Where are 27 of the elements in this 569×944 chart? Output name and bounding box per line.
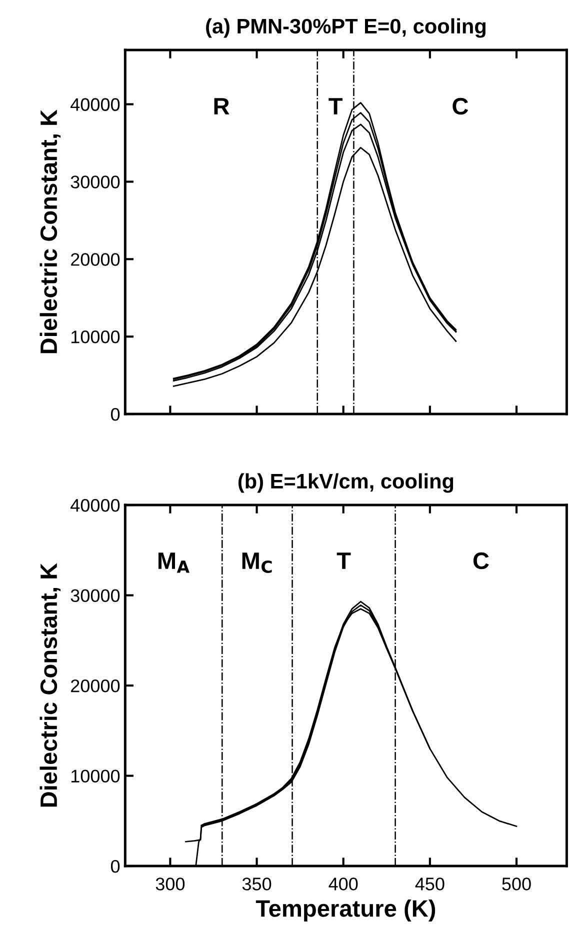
annotation: R: [214, 98, 230, 114]
y-axis-title: Dielectric Constant, K: [40, 110, 61, 354]
y-tick-label: 30000: [70, 176, 120, 188]
y-tick-label: 40000: [70, 98, 120, 111]
annotation: M$_{A}$: [158, 552, 190, 573]
y-tick-label: 20000: [71, 679, 120, 692]
annotation: C: [473, 552, 489, 570]
x-axis-title: Temperature (K): [256, 900, 436, 922]
chart-title: (a) PMN-30%PT E=0, cooling: [206, 18, 486, 38]
x-tick-label: 400: [328, 878, 358, 890]
x-tick-label: 500: [502, 878, 531, 890]
y-tick-label: 0: [110, 860, 120, 873]
annotation: T: [336, 552, 351, 569]
y-tick-label: 30000: [70, 589, 120, 602]
annotation: M$_{C}$: [242, 552, 272, 573]
y-axis-title: Dielectric Constant, K: [40, 563, 61, 807]
y-tick-label: 0: [110, 408, 120, 421]
y-tick-label: 20000: [71, 253, 120, 266]
x-tick-label: 450: [415, 878, 444, 890]
y-tick-label: 10000: [71, 770, 120, 782]
x-tick-label: 350: [242, 878, 272, 890]
chart-title: (b) E=1kV/cm, cooling: [238, 473, 454, 493]
annotation: T: [328, 98, 343, 114]
annotation: C: [452, 98, 468, 115]
y-tick-label: 40000: [70, 498, 120, 512]
x-tick-label: 300: [156, 878, 185, 890]
y-tick-label: 10000: [71, 330, 120, 344]
